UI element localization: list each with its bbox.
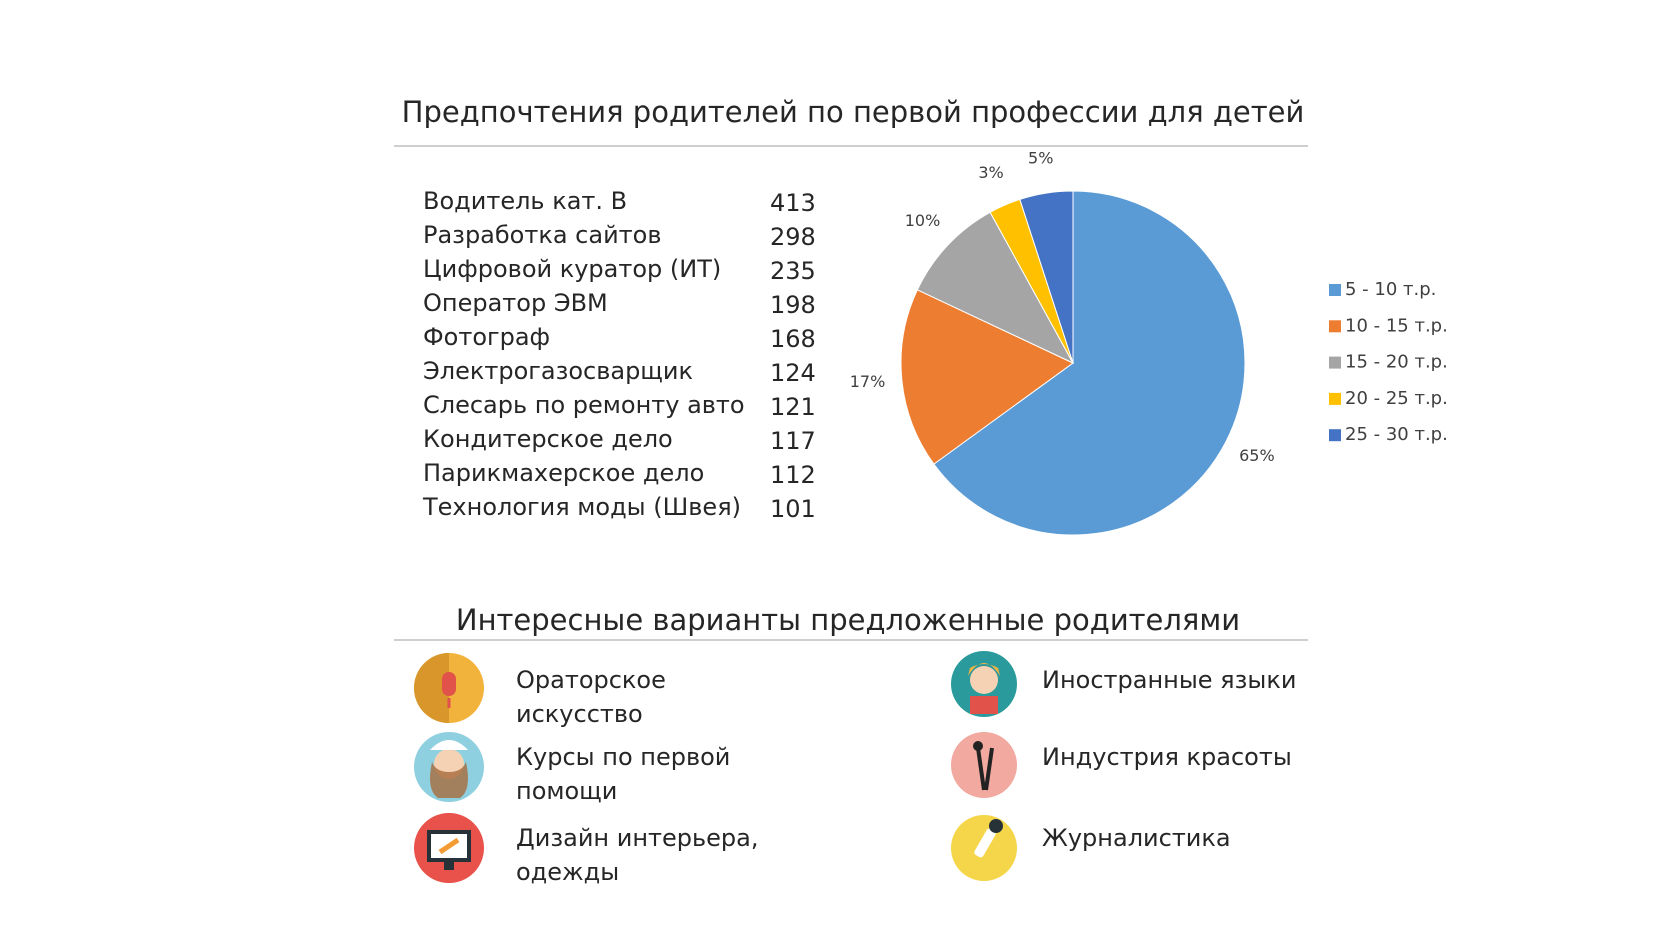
pie-slice	[933, 190, 1246, 536]
legend-swatch	[1329, 429, 1341, 442]
pie-label: 65%	[1239, 446, 1275, 465]
item-text: Курсы по первой	[516, 743, 730, 771]
pie-label: 10%	[905, 211, 941, 230]
legend-label: 25 - 30 т.р.	[1345, 424, 1448, 445]
pie-slice	[900, 289, 1074, 465]
legend-swatch	[1329, 284, 1341, 296]
row-value: 413	[770, 189, 816, 217]
row-value: 121	[770, 393, 816, 421]
row-value: 198	[770, 291, 816, 319]
row-label: Разработка сайтов	[423, 221, 662, 249]
pie-label: 5%	[1028, 149, 1053, 168]
row-label: Кондитерское дело	[423, 425, 673, 453]
icon-microphone	[414, 653, 484, 723]
pie-label: 17%	[850, 372, 886, 391]
row-label: Оператор ЭВМ	[423, 289, 608, 317]
row-value: 168	[770, 325, 816, 353]
row-label: Технология моды (Швея)	[422, 493, 741, 521]
legend-label: 10 - 15 т.р.	[1345, 315, 1448, 336]
legend-swatch	[1329, 392, 1341, 405]
row-label: Водитель кат. В	[423, 187, 627, 215]
icon-brushes	[951, 732, 1017, 798]
row-value: 117	[770, 427, 816, 455]
legend-label: 20 - 25 т.р.	[1345, 388, 1448, 409]
item-text: Индустрия красоты	[1042, 743, 1292, 771]
item-text: Дизайн интерьера,	[516, 824, 758, 852]
row-value: 298	[770, 223, 816, 251]
item-text: Иностранные языки	[1042, 666, 1296, 694]
legend-swatch	[1329, 320, 1341, 333]
row-label: Фотограф	[423, 323, 550, 351]
pie-slice	[916, 211, 1075, 365]
row-label: Цифровой куратор (ИТ)	[423, 255, 721, 283]
title: Предпочтения родителей по первой професс…	[402, 95, 1305, 129]
row-value: 124	[770, 359, 816, 387]
legend-label: 5 - 10 т.р.	[1345, 279, 1436, 300]
row-value: 101	[770, 495, 816, 523]
pie-slice	[1019, 190, 1074, 364]
row-value: 112	[770, 461, 816, 489]
item-text: помощи	[516, 777, 617, 805]
section-title: Интересные варианты предложенные родител…	[456, 603, 1240, 637]
icon-journalism	[951, 815, 1017, 881]
row-label: Парикмахерское дело	[423, 459, 704, 487]
item-text: искусство	[516, 700, 643, 728]
row-label: Электрогазосварщик	[423, 357, 693, 385]
legend-swatch	[1329, 356, 1341, 369]
row-value: 235	[770, 257, 816, 285]
icon-teacher	[951, 651, 1017, 717]
row-label: Слесарь по ремонту авто	[423, 391, 745, 419]
legend-label: 15 - 20 т.р.	[1345, 352, 1448, 373]
pie-label: 3%	[978, 163, 1003, 182]
item-text: одежды	[516, 858, 619, 886]
icon-nurse	[414, 732, 484, 802]
item-text: Журналистика	[1042, 824, 1231, 852]
item-text: Ораторское	[516, 666, 666, 694]
icon-monitor	[414, 813, 484, 883]
